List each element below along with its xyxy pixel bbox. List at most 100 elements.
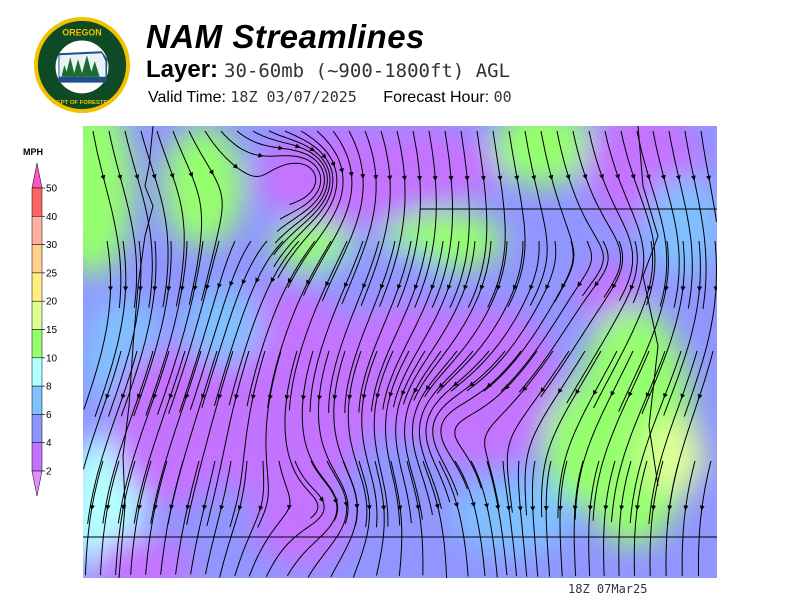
- streamline: [467, 130, 488, 308]
- streamline: [592, 350, 650, 521]
- streamline: [229, 350, 266, 528]
- streamline: [440, 350, 522, 490]
- colorbar-unit: MPH: [23, 147, 43, 157]
- wind-speed-region: [493, 126, 593, 186]
- streamline: [286, 460, 338, 577]
- streamline: [213, 240, 284, 406]
- streamline: [431, 130, 454, 308]
- streamline: [257, 350, 282, 528]
- streamline: [667, 350, 714, 525]
- wind-speed-region: [83, 126, 133, 276]
- streamline: [618, 240, 669, 412]
- streamline: [588, 130, 634, 301]
- streamline: [629, 350, 682, 524]
- streamline: [167, 350, 218, 525]
- streamline: [406, 460, 424, 576]
- streamline: [273, 130, 334, 268]
- streamline: [663, 240, 701, 416]
- colorbar-tick-label: 2: [46, 467, 52, 478]
- streamline: [649, 460, 664, 576]
- streamline: [133, 350, 186, 524]
- streamline: [484, 350, 554, 506]
- streamline: [603, 460, 616, 576]
- streamline: [454, 460, 486, 577]
- layer-label: Layer:: [146, 56, 219, 83]
- streamline: [360, 130, 391, 306]
- streamline: [566, 240, 638, 404]
- colorbar-segment: [31, 216, 43, 245]
- colorbar-tick-label: 40: [46, 212, 58, 223]
- streamline: [382, 240, 444, 410]
- streamline: [620, 130, 656, 306]
- streamline: [140, 130, 169, 308]
- streamline: [307, 460, 348, 578]
- streamline: [390, 460, 403, 576]
- streamline: [252, 130, 328, 244]
- streamline: [588, 460, 600, 577]
- streamline: [347, 350, 368, 528]
- streamline: [85, 460, 104, 576]
- streamline: [425, 350, 490, 503]
- streamline: [188, 130, 223, 301]
- colorbar-segment: [31, 357, 43, 387]
- streamline: [370, 240, 428, 412]
- streamline: [83, 350, 122, 470]
- streamline: [681, 460, 696, 576]
- wind-speed-colorbar: MPH 2 4 6 8 10 15 20 25 30 40 50: [23, 147, 58, 497]
- colorbar-tick-label: 50: [46, 184, 58, 195]
- streamline: [303, 130, 353, 296]
- colorbar-tick-label: 10: [46, 353, 58, 364]
- streamline: [507, 130, 526, 308]
- streamline: [483, 240, 574, 392]
- svg-text:DEPT OF FORESTRY: DEPT OF FORESTRY: [53, 100, 112, 106]
- streamline: [206, 350, 250, 527]
- streamline: [288, 240, 348, 411]
- streamline: [284, 350, 319, 519]
- streamline: [246, 240, 316, 407]
- streamline: [593, 240, 654, 409]
- streamline: [92, 130, 122, 309]
- streamline: [652, 130, 680, 308]
- streamline: [404, 350, 442, 520]
- streamline: [557, 350, 618, 519]
- streamline: [466, 240, 557, 392]
- valid-time-info: Valid Time: 18Z 03/07/2025 Forecast Hour…: [148, 88, 512, 107]
- page-title: NAM Streamlines: [146, 18, 425, 55]
- streamline: [618, 460, 632, 576]
- streamline: [150, 350, 202, 524]
- colorbar-segment: [31, 187, 43, 217]
- streamline: [531, 460, 539, 577]
- colorbar-segment: [31, 385, 43, 415]
- streamline: [545, 460, 552, 577]
- streamline: [524, 130, 548, 306]
- streamline: [641, 240, 685, 415]
- streamline: [413, 240, 492, 401]
- streamline: [145, 240, 188, 416]
- layer-info: Layer: 30-60mb (~900-1800ft) AGL: [146, 56, 510, 84]
- footer-timestamp: 18Z 07Mar25: [568, 582, 648, 596]
- streamline: [358, 240, 412, 413]
- streamline: [506, 350, 570, 513]
- streamline: [94, 240, 127, 417]
- colorbar-segment: [31, 272, 43, 302]
- streamline: [432, 350, 506, 496]
- streamline: [540, 240, 624, 398]
- streamline: [395, 350, 426, 524]
- streamline: [309, 240, 364, 413]
- coastline: [118, 126, 154, 578]
- streamline: [486, 460, 508, 576]
- streamline: [450, 240, 540, 392]
- streamline: [156, 130, 185, 307]
- streamline: [234, 460, 265, 577]
- streamline: [540, 130, 575, 303]
- streamline: [379, 130, 406, 307]
- streamline: [175, 460, 200, 575]
- streamline: [573, 460, 584, 577]
- streamline: [352, 460, 370, 578]
- streamline: [384, 350, 410, 526]
- streamline: [117, 350, 170, 524]
- streamline: [541, 350, 602, 518]
- streamline: [518, 240, 609, 393]
- colorbar-segment: [31, 329, 43, 359]
- valid-time-label: Valid Time:: [148, 89, 226, 106]
